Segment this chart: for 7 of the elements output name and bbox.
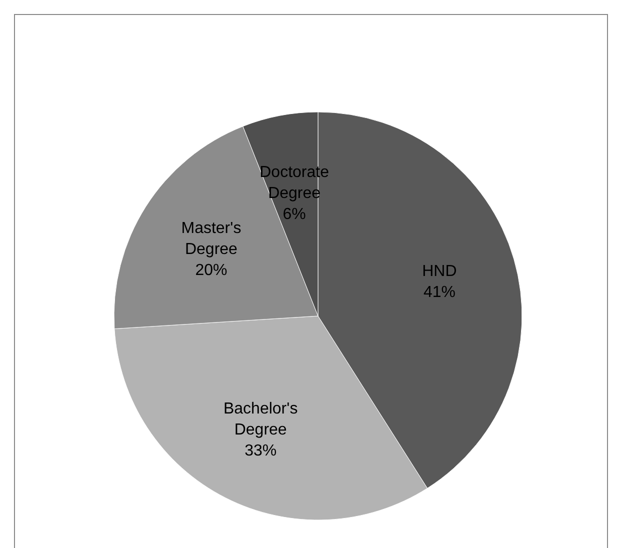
data-label: 6% (282, 206, 306, 223)
data-label: 41% (423, 284, 456, 302)
slice-label: HND (422, 263, 457, 280)
slice-label: Master's Degree (181, 220, 242, 258)
data-label: 20% (195, 262, 228, 280)
data-label: 33% (244, 442, 277, 460)
slice-label: Bachelor's Degree (223, 400, 298, 439)
